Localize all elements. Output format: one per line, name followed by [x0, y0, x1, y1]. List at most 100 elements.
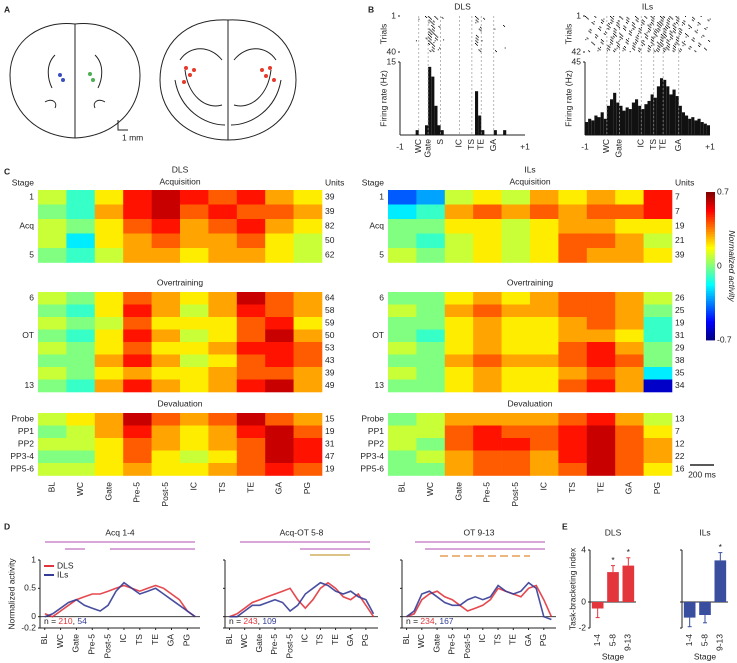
- colorbar-slice: [706, 335, 715, 338]
- heatmap-cell: [151, 463, 181, 476]
- spike: [644, 33, 646, 35]
- heatmap-cell: [444, 354, 474, 368]
- spike: [659, 49, 661, 51]
- spike: [593, 21, 595, 23]
- heatmap-cell: [444, 438, 474, 451]
- heatmap-cell: [265, 204, 294, 220]
- block-title: Acquisition: [509, 176, 550, 186]
- x-label: PG: [652, 482, 662, 494]
- spike: [616, 22, 618, 23]
- spike: [504, 25, 506, 27]
- x-tick-label: BL: [401, 634, 411, 645]
- colorbar-slice: [706, 196, 715, 200]
- spike: [641, 22, 643, 23]
- heatmap-cell: [501, 292, 531, 305]
- spike: [658, 28, 660, 30]
- units-value: 19: [675, 318, 685, 328]
- spike: [664, 16, 666, 18]
- stage-label: Stage: [12, 177, 34, 187]
- heatmap-cell: [473, 219, 502, 234]
- y-tick-label: 0.5: [24, 583, 36, 593]
- spike: [638, 28, 640, 29]
- spike: [434, 45, 436, 47]
- heatmap-cell: [615, 219, 644, 234]
- spike: [428, 16, 430, 17]
- spike: [666, 24, 668, 26]
- spike: [649, 28, 651, 30]
- spike: [645, 36, 646, 38]
- spike: [665, 34, 666, 36]
- x-tick-label: PG: [182, 634, 192, 646]
- heatmap-cell: [151, 248, 181, 263]
- colorbar-slice: [706, 327, 715, 331]
- spike: [636, 17, 638, 19]
- histogram-bar: [678, 105, 682, 135]
- n-value: 243: [243, 616, 257, 626]
- y-tick-label: 0: [31, 611, 36, 621]
- heatmap-cell: [293, 190, 323, 205]
- heatmap-cell: [38, 438, 67, 451]
- histogram-bar: [688, 118, 692, 135]
- spike: [705, 48, 706, 50]
- colorbar-tick: -0.7: [717, 334, 732, 344]
- colorbar-slice: [706, 312, 715, 316]
- heatmap-cell: [615, 204, 644, 220]
- colorbar-slice: [706, 192, 715, 195]
- colorbar-slice: [706, 283, 715, 287]
- spike: [648, 28, 650, 29]
- spike: [619, 27, 621, 29]
- spike: [660, 34, 662, 35]
- spike: [657, 30, 659, 32]
- spike: [621, 17, 623, 19]
- heatmap-cell: [615, 425, 644, 439]
- units-value: 82: [325, 221, 335, 231]
- spike: [618, 46, 620, 48]
- heatmap-cell: [643, 317, 673, 330]
- heatmap-cell: [586, 367, 616, 380]
- heatmap-cell: [123, 317, 152, 330]
- block-title: Overtraining: [507, 277, 554, 287]
- spike: [612, 40, 614, 42]
- spike: [613, 33, 615, 35]
- spike: [660, 19, 662, 21]
- heatmap-cell: [388, 438, 417, 451]
- heatmap-cell: [293, 463, 323, 476]
- x-tick-label: 9-13: [715, 634, 725, 651]
- spike: [667, 20, 669, 22]
- heatmap-cell: [416, 379, 446, 393]
- spike: [594, 44, 596, 46]
- heatmap-cell: [444, 379, 474, 393]
- spike: [667, 46, 669, 47]
- spike: [612, 21, 614, 23]
- heatmap-cell: [586, 413, 616, 426]
- event-label: Gate: [422, 139, 432, 158]
- heatmap-cell: [416, 248, 446, 263]
- heatmap-cell: [38, 379, 67, 393]
- spike: [624, 46, 626, 47]
- row-label: PP1: [18, 426, 34, 436]
- raster-title: DLS: [454, 1, 471, 11]
- heatmap-cell: [66, 317, 96, 330]
- heatmap-cell: [416, 204, 446, 220]
- histogram-bar: [706, 125, 710, 135]
- spike: [633, 28, 635, 30]
- spike: [431, 49, 433, 51]
- heatmap-cell: [123, 329, 152, 343]
- colorbar-slice: [706, 233, 715, 237]
- spike: [625, 41, 627, 43]
- spike: [631, 29, 633, 31]
- event-label: WC: [413, 139, 423, 153]
- histogram-bar: [647, 100, 651, 135]
- heatmap-cell: [94, 248, 124, 263]
- spike: [657, 22, 659, 23]
- spike: [619, 16, 621, 17]
- trials-label: Trials: [378, 24, 388, 44]
- spike: [640, 32, 642, 34]
- spike: [692, 20, 694, 22]
- spike: [591, 41, 593, 43]
- spike: [637, 21, 639, 23]
- spike: [602, 40, 604, 42]
- heatmap-cell: [444, 292, 474, 305]
- event-label: IC: [636, 139, 646, 148]
- site: [91, 78, 95, 82]
